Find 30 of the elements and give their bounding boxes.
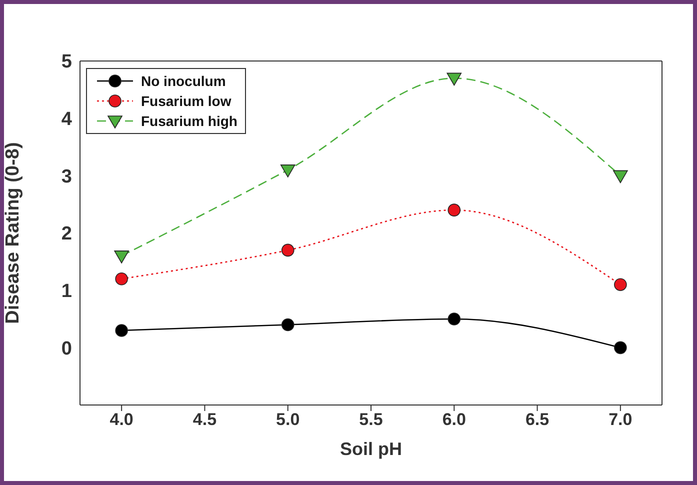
legend-label: Fusarium low [141,93,232,109]
y-tick-label: 4 [61,109,72,130]
x-tick-label: 7.0 [608,410,632,430]
y-tick-label: 2 [61,224,72,245]
legend-label: No inoculum [141,73,226,89]
point [280,164,296,178]
y-tick-label: 1 [61,281,72,302]
point [115,272,128,286]
point [115,324,128,337]
x-tick-label: 5.5 [359,410,383,430]
point [281,318,294,332]
y-tick-label: 5 [61,52,72,73]
x-tick-label: 6.0 [442,410,466,430]
y-tick-label: 3 [61,166,72,188]
point [448,312,461,326]
x-tick-label: 4.5 [192,410,217,430]
point [448,204,461,216]
x-tick-label: 5.0 [276,410,300,430]
legend-label: Fusarium high [141,113,238,129]
point [613,170,628,184]
point [114,250,129,264]
point [614,278,627,291]
x-axis-title: Soil pH [340,439,402,459]
point [614,341,627,354]
point [446,72,462,86]
x-tick-label: 4.0 [110,410,134,430]
x-tick-label: 6.5 [525,410,550,430]
y-tick-label: 0 [61,338,72,360]
point [281,244,294,257]
y-axis-title: Disease Rating (0-8) [2,142,24,324]
